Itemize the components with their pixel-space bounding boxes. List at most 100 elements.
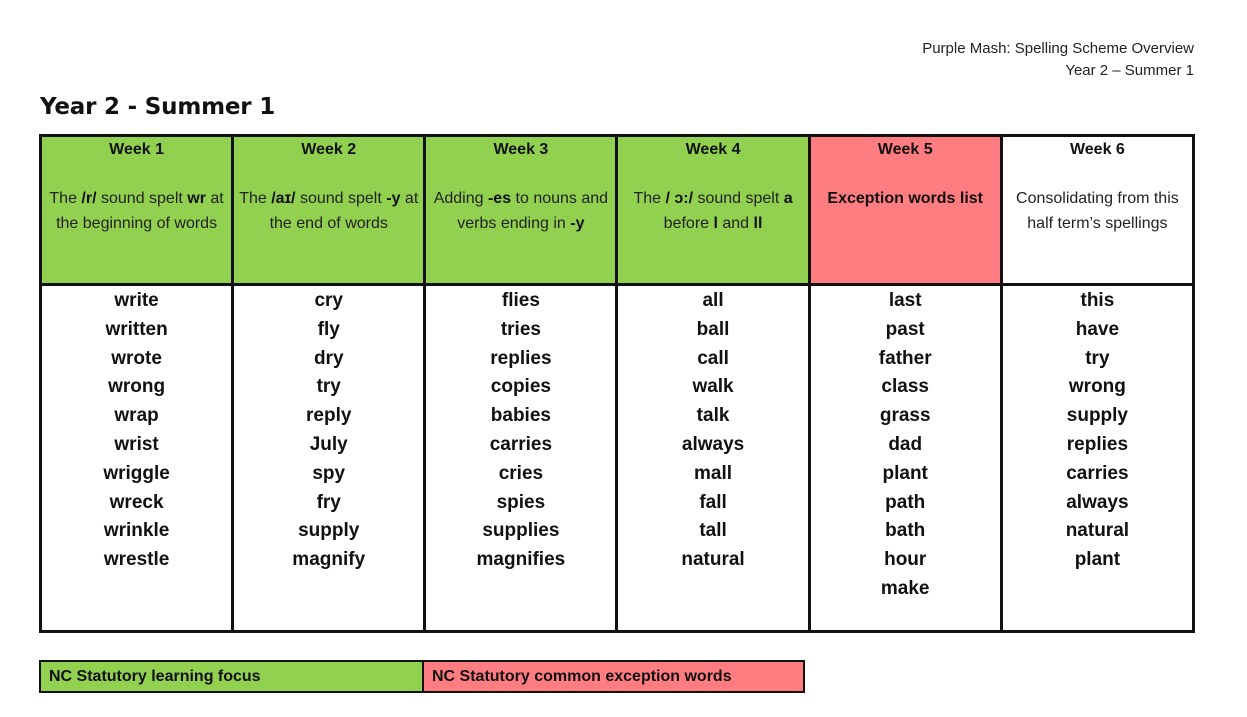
- legend-exception-words: NC Statutory common exception words: [424, 662, 803, 691]
- week-title: Week 3: [493, 141, 549, 158]
- spelling-word: wrote: [111, 347, 162, 369]
- spelling-word: past: [885, 318, 925, 340]
- week-5-word-list: last past father class grass dad plant path bath…: [807, 283, 1003, 633]
- week-6-header: Week 6 Consolidating from this half term…: [999, 134, 1196, 286]
- spelling-word: always: [1066, 491, 1129, 513]
- spelling-word: talk: [696, 405, 730, 427]
- spelling-word: natural: [1065, 520, 1130, 542]
- spelling-word: natural: [681, 549, 745, 571]
- spelling-word: this: [1080, 290, 1115, 311]
- spelling-word: reply: [306, 405, 352, 427]
- spelling-word: path: [885, 491, 926, 513]
- spelling-word: replies: [1066, 433, 1129, 455]
- focus-highlight: / ɔ:/: [665, 190, 694, 207]
- spelling-word: supply: [298, 520, 360, 542]
- spelling-word: write: [114, 290, 159, 311]
- spelling-word: tall: [699, 520, 727, 542]
- spelling-word: wriggle: [103, 462, 170, 484]
- spelling-word: supplies: [482, 520, 560, 542]
- spelling-word: copies: [490, 376, 551, 398]
- week-6-word-list: this have try wrong supply replies carries alwa…: [999, 283, 1196, 633]
- spelling-word: tries: [500, 318, 541, 340]
- spelling-word: dry: [313, 347, 344, 369]
- focus-highlight: -y: [386, 190, 401, 207]
- week-focus: The / ɔ:/ sound spelt a before l and ll: [633, 190, 793, 232]
- week-title: Week 6: [1069, 141, 1125, 158]
- spelling-word: spies: [496, 491, 546, 513]
- spelling-word: cry: [314, 290, 343, 311]
- header-term: Year 2 – Summer 1: [1065, 62, 1194, 79]
- spelling-word: father: [878, 347, 932, 369]
- spelling-word: grass: [879, 405, 931, 427]
- spelling-word: magnifies: [476, 549, 566, 571]
- spelling-word: wrestle: [103, 549, 170, 571]
- spelling-word: hour: [884, 549, 927, 571]
- spelling-scheme-table: Week 1 The /r/ sound spelt wr at the beg…: [38, 134, 1196, 633]
- page-title: Year 2 - Summer 1: [40, 94, 276, 120]
- spelling-word: carries: [1066, 462, 1129, 484]
- word-list-row: write written wrote wrong wrap wrist wriggle wr…: [38, 283, 1196, 633]
- week-3-header: Week 3 Adding -es to nouns and verbs end…: [423, 134, 619, 286]
- spelling-word: plant: [882, 462, 928, 484]
- spelling-word: babies: [490, 405, 551, 427]
- spelling-word: wrist: [114, 433, 159, 455]
- spelling-word: try: [1085, 347, 1110, 369]
- spelling-word: fry: [316, 491, 341, 513]
- focus-highlight: Exception words list: [827, 190, 983, 207]
- week-2-header: Week 2 The /aɪ/ sound spelt -y at the en…: [231, 134, 427, 286]
- spelling-word: make: [880, 577, 930, 599]
- week-3-word-list: flies tries replies copies babies carries crie…: [423, 283, 619, 633]
- spelling-word: wrong: [108, 376, 166, 398]
- week-4-header: Week 4 The / ɔ:/ sound spelt a before l …: [615, 134, 811, 286]
- spelling-word: try: [316, 376, 341, 398]
- legend: NC Statutory learning focus NC Statutory…: [39, 660, 805, 693]
- focus-highlight: ll: [753, 214, 763, 232]
- spelling-word: flies: [501, 290, 540, 311]
- spelling-word: all: [702, 290, 724, 311]
- document-header: Purple Mash: Spelling Scheme Overview Ye…: [922, 38, 1194, 82]
- spelling-word: bath: [885, 520, 926, 542]
- week-focus: Exception words list: [815, 187, 996, 212]
- spelling-word: wrap: [114, 405, 159, 427]
- spelling-word: class: [881, 376, 929, 398]
- focus-highlight: -y: [570, 214, 585, 232]
- spelling-word: wrong: [1068, 376, 1126, 398]
- week-focus: The /aɪ/ sound spelt -y at the end of wo…: [239, 190, 419, 232]
- week-title: Week 1: [109, 141, 164, 158]
- legend-statutory-focus: NC Statutory learning focus: [41, 662, 424, 691]
- spelling-word: fall: [699, 491, 727, 513]
- spelling-word: wreck: [109, 491, 164, 513]
- focus-highlight: /aɪ/: [271, 190, 296, 207]
- week-title: Week 5: [877, 141, 933, 158]
- spelling-word: mall: [694, 462, 733, 484]
- week-header-row: Week 1 The /r/ sound spelt wr at the beg…: [38, 134, 1196, 286]
- spelling-word: written: [105, 318, 168, 340]
- week-5-header: Week 5 Exception words list: [807, 134, 1003, 286]
- spelling-word: always: [681, 433, 745, 455]
- week-focus: Adding -es to nouns and verbs ending in …: [433, 190, 609, 232]
- spelling-word: fly: [317, 318, 340, 340]
- week-1-header: Week 1 The /r/ sound spelt wr at the beg…: [38, 134, 235, 286]
- spelling-word: plant: [1074, 549, 1121, 571]
- week-4-word-list: all ball call walk talk always mall fall tall nat…: [615, 283, 811, 633]
- focus-highlight: /r/: [81, 190, 97, 207]
- spelling-word: ball: [696, 318, 730, 340]
- week-2-word-list: cry fly dry try reply July spy fry supply magnify: [231, 283, 427, 633]
- spelling-word: have: [1075, 318, 1120, 340]
- spelling-word: last: [888, 290, 922, 311]
- focus-highlight: -es: [487, 190, 512, 207]
- spelling-word: spy: [312, 462, 346, 484]
- week-title: Week 2: [301, 141, 357, 158]
- week-focus: The /r/ sound spelt wr at the beginning …: [49, 190, 224, 232]
- week-title: Week 4: [685, 141, 741, 158]
- week-1-word-list: write written wrote wrong wrap wrist wriggle wr…: [38, 283, 235, 633]
- spelling-word: call: [697, 347, 729, 369]
- focus-highlight: a: [783, 190, 793, 207]
- spelling-word: July: [309, 433, 348, 455]
- header-scheme-title: Purple Mash: Spelling Scheme Overview: [922, 40, 1194, 57]
- spelling-word: walk: [692, 376, 734, 398]
- spelling-word: supply: [1066, 405, 1128, 427]
- spelling-word: magnify: [292, 549, 366, 571]
- focus-highlight: l: [713, 214, 718, 232]
- spelling-word: dad: [888, 433, 923, 455]
